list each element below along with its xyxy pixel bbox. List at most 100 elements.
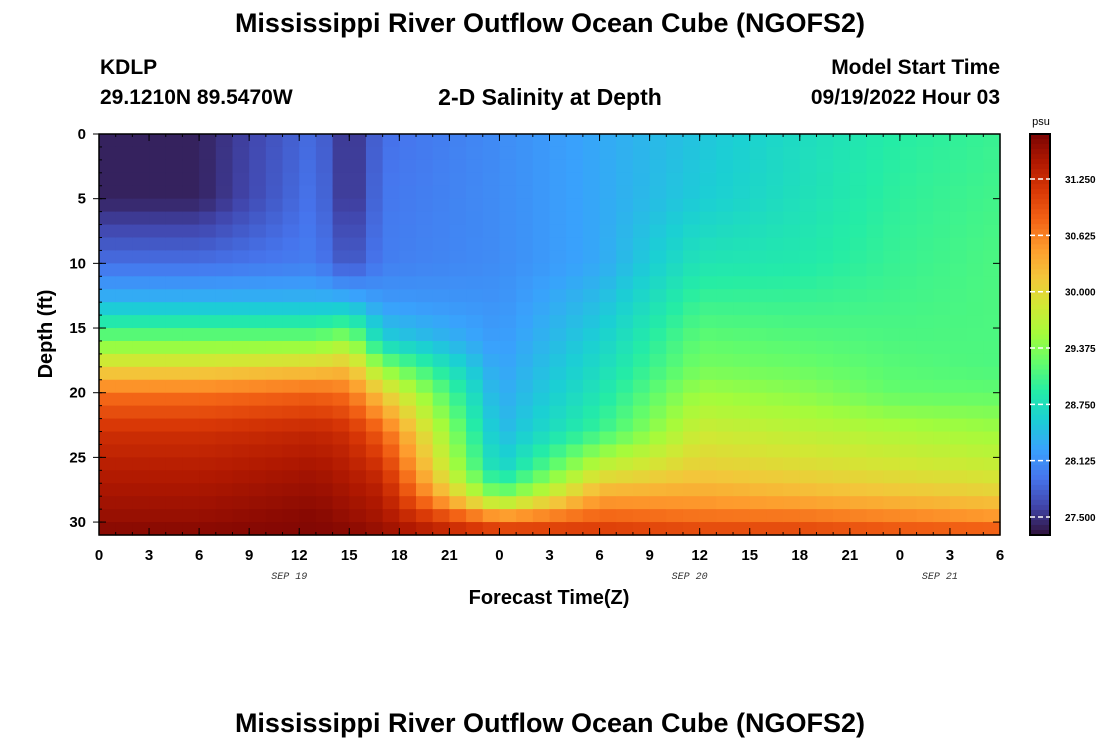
heatmap-cell [666, 379, 684, 394]
heatmap-cell [482, 211, 501, 226]
colorbar-segment [1030, 484, 1050, 491]
heatmap-cell [482, 470, 501, 484]
heatmap-cell [566, 198, 584, 213]
heatmap-cell [716, 146, 734, 161]
heatmap-cell [516, 392, 534, 407]
heatmap-cell [799, 509, 818, 523]
heatmap-cell [966, 379, 984, 394]
heatmap-cell [883, 328, 901, 342]
heatmap-cell [833, 509, 851, 523]
heatmap-cell [549, 366, 567, 381]
heatmap-cell [315, 315, 334, 329]
heatmap-cell [649, 483, 667, 497]
heatmap-cell [966, 522, 984, 536]
heatmap-cell [682, 198, 701, 213]
heatmap-cell [933, 457, 951, 471]
heatmap-cell [849, 224, 868, 239]
heatmap-cell [582, 134, 601, 148]
station-id: KDLP [100, 56, 158, 79]
heatmap-cell [933, 483, 951, 497]
colorbar-segment [1030, 224, 1050, 230]
heatmap-cell [165, 418, 184, 433]
heatmap-cell [549, 328, 567, 342]
heatmap-cell [299, 509, 317, 523]
heatmap-cell [132, 405, 150, 420]
heatmap-cell [265, 509, 284, 523]
heatmap-cell [949, 522, 968, 536]
heatmap-cell [682, 379, 701, 394]
heatmap-cell [733, 457, 751, 471]
heatmap-cell [616, 134, 634, 148]
heatmap-cell [199, 263, 217, 277]
heatmap-cell [99, 224, 117, 239]
heatmap-cell [666, 392, 684, 407]
heatmap-cell [149, 418, 167, 433]
heatmap-cell [365, 379, 384, 394]
heatmap-cell [332, 263, 350, 277]
heatmap-cell [282, 340, 300, 355]
heatmap-cell [566, 263, 584, 277]
heatmap-cell [599, 328, 617, 342]
heatmap-cell [282, 457, 300, 471]
heatmap-cell [682, 353, 701, 368]
heatmap-cell [766, 522, 784, 536]
heatmap-cell [182, 392, 200, 407]
heatmap-cell [699, 509, 717, 523]
heatmap-cell [716, 237, 734, 252]
heatmap-cell [516, 134, 534, 148]
heatmap-cell [499, 353, 517, 368]
heatmap-cell [149, 470, 167, 484]
heatmap-cell [249, 159, 267, 174]
heatmap-cell [716, 366, 734, 381]
colorbar-segment [1030, 384, 1050, 391]
heatmap-cell [432, 444, 450, 458]
heatmap-cell [682, 470, 701, 484]
heatmap-cell [432, 353, 450, 368]
heatmap-cell [282, 418, 300, 433]
heatmap-cell [549, 211, 567, 226]
heatmap-cell [315, 185, 334, 200]
heatmap-cell [666, 302, 684, 316]
heatmap-cell [349, 353, 367, 368]
heatmap-cell [632, 483, 651, 497]
heatmap-cell [599, 483, 617, 497]
heatmap-cell [632, 392, 651, 407]
heatmap-cell [749, 159, 768, 174]
heatmap-cell [949, 483, 968, 497]
heatmap-cell [549, 444, 567, 458]
heatmap-cell [466, 146, 484, 161]
heatmap-cell [699, 263, 717, 277]
heatmap-cell [599, 379, 617, 394]
heatmap-cell [833, 250, 851, 264]
heatmap-cell [399, 353, 417, 368]
heatmap-cell [299, 418, 317, 433]
heatmap-cell [783, 496, 801, 510]
heatmap-cell [649, 366, 667, 381]
heatmap-cell [766, 405, 784, 420]
heatmap-cell [566, 418, 584, 433]
heatmap-cell [699, 366, 717, 381]
heatmap-cell [833, 496, 851, 510]
heatmap-cell [466, 159, 484, 174]
heatmap-cell [215, 134, 234, 148]
heatmap-cell [816, 405, 834, 420]
colorbar-segment [1030, 374, 1050, 381]
heatmap-cell [749, 302, 768, 316]
heatmap-cell [299, 224, 317, 239]
heatmap-cell [699, 134, 717, 148]
heatmap-cell [916, 522, 934, 536]
colorbar-segment [1030, 494, 1050, 501]
colorbar: 31.25030.62530.00029.37528.75028.12527.5… [1029, 133, 1096, 536]
heatmap-cell [632, 302, 651, 316]
heatmap-cell [616, 289, 634, 303]
heatmap-cell [682, 134, 701, 148]
heatmap-cell [149, 237, 167, 252]
heatmap-cell [182, 340, 200, 355]
heatmap-cell [933, 392, 951, 407]
heatmap-cell [833, 366, 851, 381]
heatmap-cell [115, 431, 133, 446]
heatmap-cell [199, 198, 217, 213]
heatmap-cell [115, 379, 133, 394]
heatmap-cell [199, 353, 217, 368]
heatmap-cell [883, 431, 901, 446]
